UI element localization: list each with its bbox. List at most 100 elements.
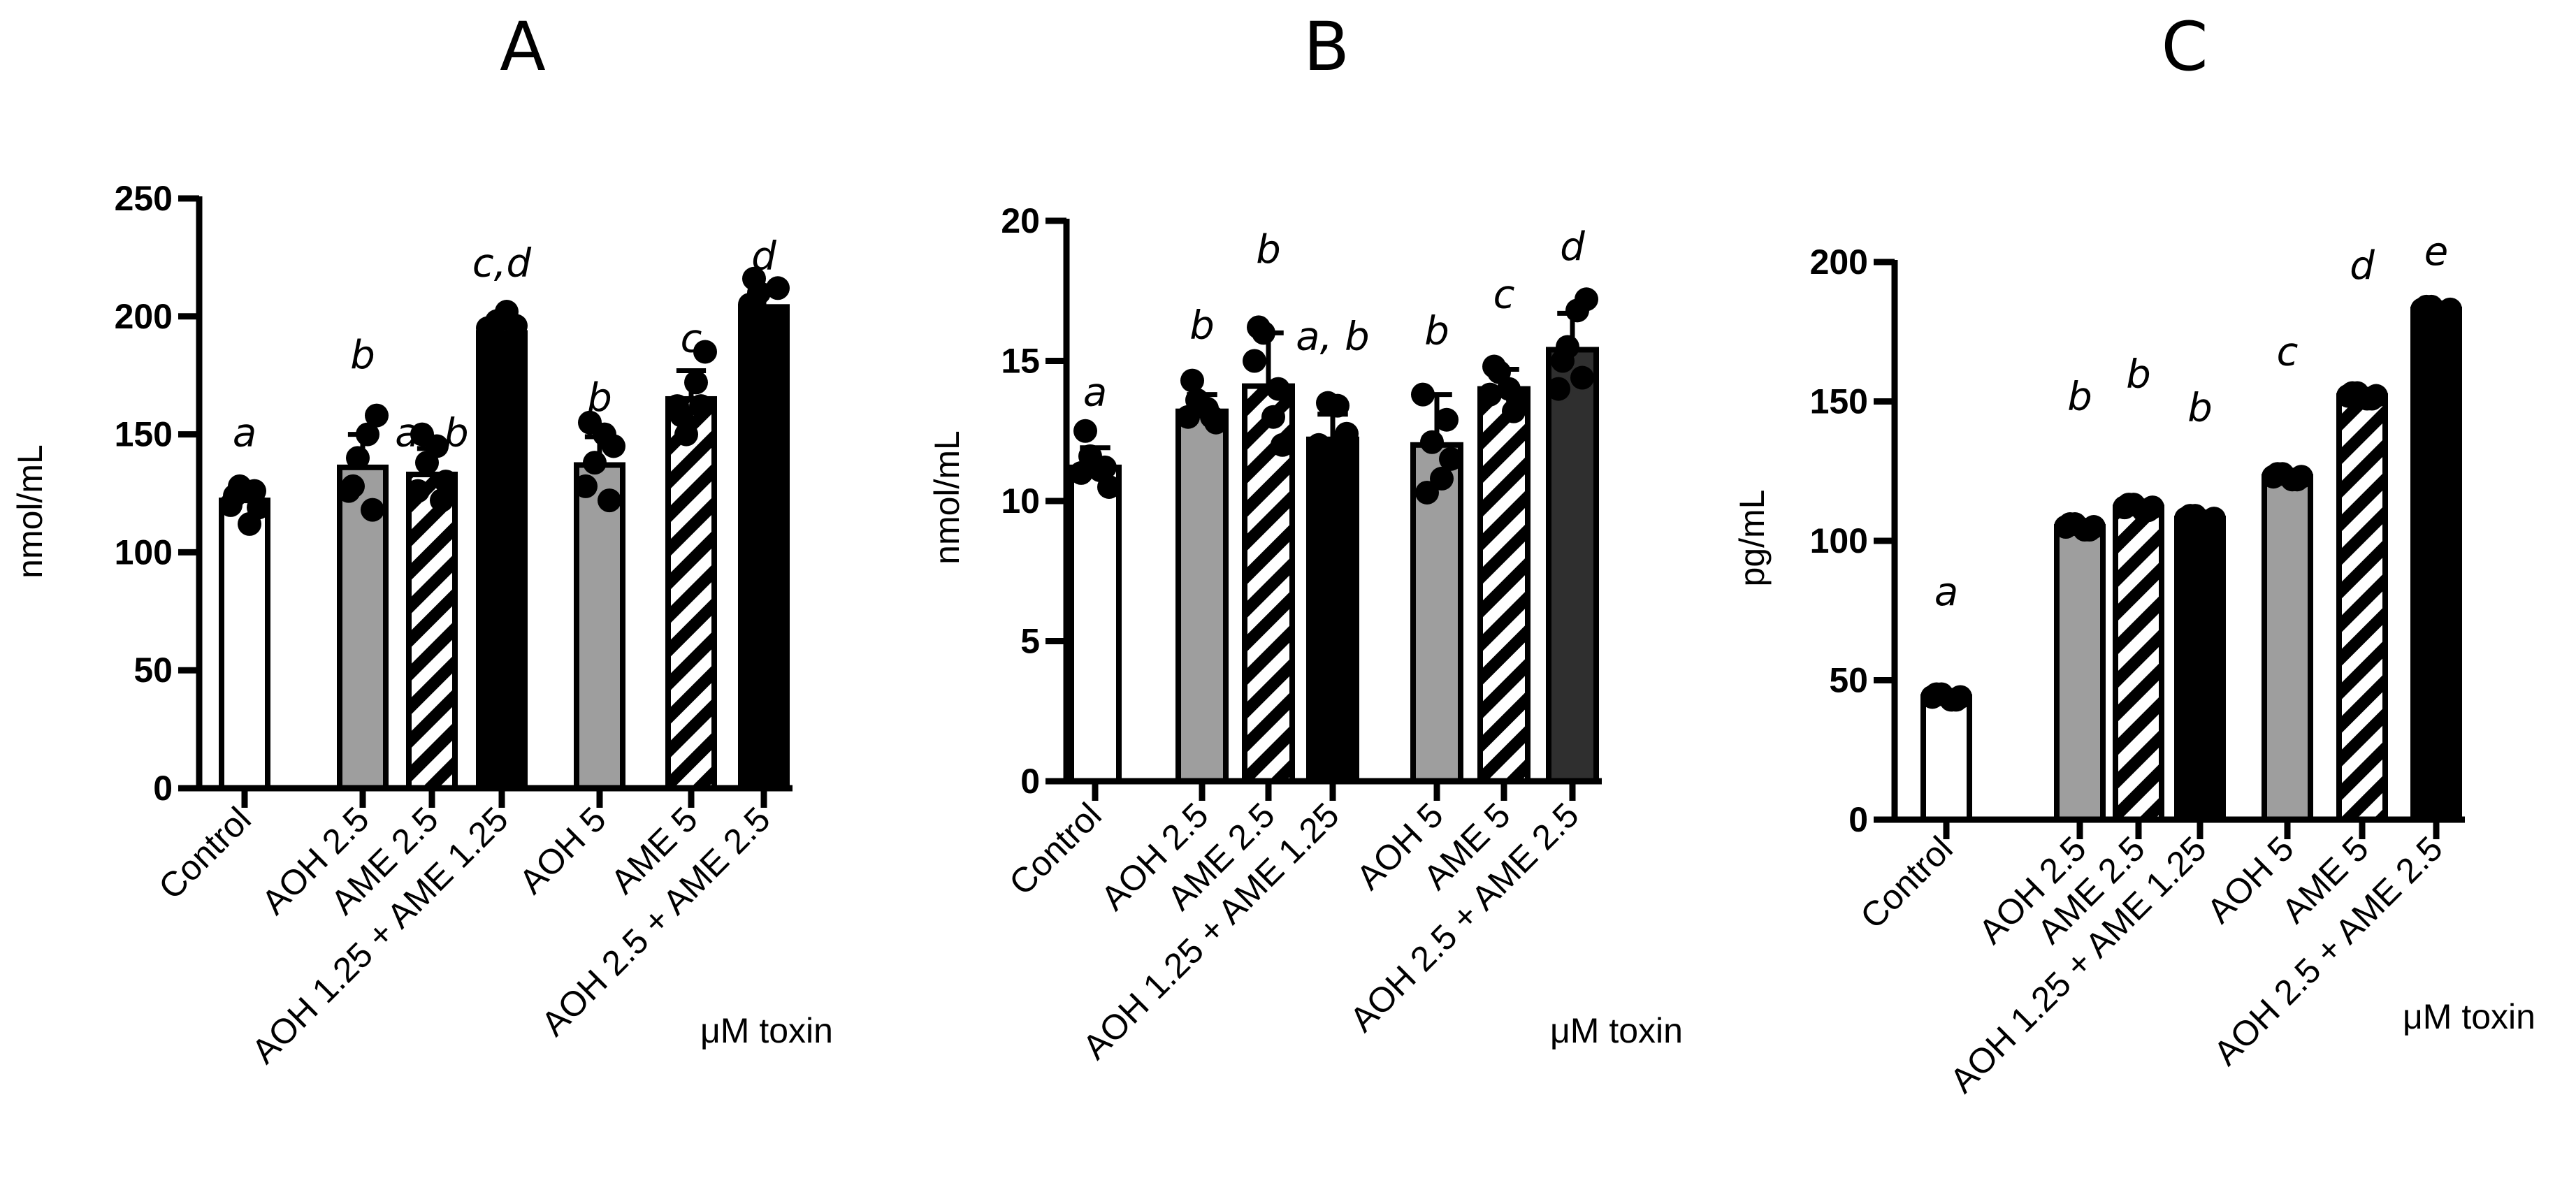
panel-a: A nmol/mL μM toxin 0 50 100 150 200 250 a b a, …	[10, 8, 833, 1071]
panel-b-data-point	[1180, 368, 1204, 393]
panel-c-bar-5	[2262, 474, 2313, 822]
panel-c-significance-letter-2: b	[2067, 374, 2092, 419]
panel-a-bar-1	[219, 498, 270, 791]
panel-a-data-point	[356, 422, 379, 447]
panel-a-bar-7	[738, 304, 790, 791]
panel-b-data-point	[1073, 419, 1097, 443]
panel-a-y-tick-label: 150	[115, 415, 173, 454]
panel-b-y-axis-title: nmol/mL	[927, 430, 967, 565]
panel-c-data-point	[2058, 512, 2082, 537]
panel-b-significance-letter-1: a	[1083, 370, 1107, 416]
panel-c-bar-6	[2336, 393, 2388, 822]
panel-b-significance-letter-4: a, b	[1296, 314, 1369, 359]
panel-a-data-point	[742, 266, 766, 291]
panel-c-significance-letter-3: b	[2126, 352, 2151, 398]
panel-c-significance-letter-1: a	[1934, 569, 1958, 615]
panel-b-significance-letter-3: b	[1256, 227, 1281, 273]
panel-c-data-point	[2136, 498, 2160, 523]
panel-b-data-point	[1430, 466, 1454, 491]
panel-a-y-tick-label: 250	[115, 179, 173, 218]
panel-b-data-point	[1547, 377, 1570, 401]
panel-a-data-point	[583, 451, 607, 475]
panel-a-unit-label: μM toxin	[700, 1011, 833, 1050]
panel-a-significance-letter-6: c	[681, 316, 702, 361]
panel-b-y-tick-label: 0	[1020, 762, 1040, 801]
panel-a-significance-letter-4: c,d	[472, 240, 532, 286]
panel-c-y-tick-label: 50	[1829, 661, 1868, 700]
panel-c-y-tick-label: 150	[1810, 382, 1868, 421]
panel-c-significance-letter-4: b	[2187, 385, 2213, 430]
panel-a-data-point	[762, 309, 786, 333]
panel-a-data-point	[361, 498, 384, 522]
panel-b-data-point	[1311, 438, 1335, 463]
panel-c-data-point	[1944, 688, 1968, 712]
panel-c-data-point	[2285, 467, 2309, 492]
panel-b-significance-letter-5: b	[1424, 308, 1449, 354]
panel-b-data-point	[1200, 405, 1224, 429]
panel-a-y-tick-label: 100	[115, 532, 173, 572]
panel-a-data-point	[674, 422, 698, 447]
panel-a-bar-4	[476, 330, 528, 791]
panel-b-unit-label: μM toxin	[1550, 1011, 1683, 1050]
panel-c-significance-letter-6: d	[2350, 243, 2375, 289]
panel-c-y-tick-label: 0	[1848, 800, 1868, 839]
panel-a-data-point	[598, 488, 621, 513]
panel-b-y-tick-label: 20	[1001, 201, 1040, 240]
panel-a-y-tick-label: 200	[115, 297, 173, 336]
panel-a-bar-5	[574, 462, 625, 791]
panel-b-data-point	[1482, 354, 1506, 379]
panel-a-significance-letter-1: a	[233, 410, 256, 456]
panel-c-letter: C	[2161, 8, 2208, 86]
panel-c-significance-letter-7: e	[2424, 229, 2448, 275]
panel-b-y-tick-label: 10	[1001, 481, 1040, 521]
panel-c-data-point	[2434, 300, 2458, 324]
panel-b-category-label-1: Control	[1001, 795, 1109, 903]
panel-a-data-point	[430, 488, 454, 513]
panel-b-bar-6	[1477, 386, 1531, 784]
panel-a-significance-letter-3: a, b	[395, 410, 468, 456]
panel-b-bar-2	[1175, 408, 1229, 784]
panel-a-data-point	[766, 276, 790, 300]
panel-b-bar-1	[1069, 464, 1122, 784]
panel-b-data-point	[1478, 382, 1502, 407]
panel-b-data-point	[1439, 447, 1463, 471]
panel-c-y-axis-title: pg/mL	[1732, 490, 1772, 587]
panel-b-significance-letter-7: d	[1560, 224, 1585, 270]
panel-a-data-point	[410, 422, 434, 447]
panel-c-bar-7	[2410, 306, 2462, 822]
panel-b-bar-4	[1306, 436, 1359, 785]
panel-c-y-tick-label: 200	[1810, 242, 1868, 282]
panel-a-data-point	[365, 403, 389, 428]
panel-c-data-point	[2266, 462, 2289, 486]
panel-a-data-point	[684, 370, 708, 395]
panel-c-data-point	[2117, 493, 2141, 517]
panel-a-data-point	[693, 340, 717, 364]
panel-a-data-point	[689, 394, 713, 419]
panel-c-data-point	[2078, 518, 2101, 542]
panel-a-category-label-5: AOH 5	[512, 799, 614, 901]
panel-b-bar-7	[1546, 347, 1599, 784]
panel-c-bar-2	[2054, 524, 2106, 822]
panel-a-data-point	[578, 410, 602, 435]
panel-a-bar-3	[406, 471, 458, 791]
panel-a-data-point	[346, 446, 370, 470]
panel-b-y-tick-label: 5	[1020, 622, 1040, 661]
panel-a-significance-letter-5: b	[587, 375, 612, 421]
panel-b-data-point	[1243, 349, 1266, 373]
panel-b-letter: B	[1303, 8, 1349, 86]
panel-a-data-point	[341, 474, 365, 498]
panel-a-category-label-1: Control	[151, 799, 259, 907]
panel-b-data-point	[1271, 433, 1294, 457]
panel-c-data-point	[2340, 381, 2364, 405]
panel-b-data-point	[1411, 382, 1435, 407]
panel-c-unit-label: μM toxin	[2403, 997, 2535, 1036]
panel-c-data-point	[2415, 294, 2438, 319]
panel-b-data-point	[1326, 393, 1349, 418]
panel-a-data-point	[406, 479, 430, 503]
panel-a-data-point	[504, 314, 528, 338]
panel-c-data-point	[2198, 509, 2222, 534]
panel-a-data-point	[223, 484, 247, 508]
panel-b-category-label-4: AOH 1.25 + AME 1.25	[1075, 795, 1346, 1066]
panel-a-bar-6	[665, 396, 717, 791]
